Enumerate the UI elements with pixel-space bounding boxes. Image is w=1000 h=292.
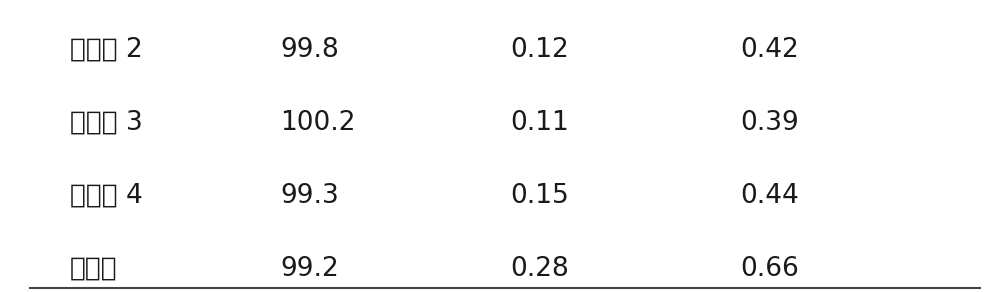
Text: 100.2: 100.2 — [280, 110, 356, 136]
Text: 99.8: 99.8 — [280, 36, 339, 63]
Text: 实施例 2: 实施例 2 — [70, 36, 143, 63]
Text: 0.15: 0.15 — [511, 182, 569, 209]
Text: 99.2: 99.2 — [280, 256, 339, 282]
Text: 0.28: 0.28 — [511, 256, 569, 282]
Text: 0.42: 0.42 — [741, 36, 799, 63]
Text: 0.39: 0.39 — [741, 110, 799, 136]
Text: 0.44: 0.44 — [741, 182, 799, 209]
Text: 0.11: 0.11 — [511, 110, 569, 136]
Text: 0.12: 0.12 — [511, 36, 569, 63]
Text: 实施例 3: 实施例 3 — [70, 110, 143, 136]
Text: 99.3: 99.3 — [280, 182, 339, 209]
Text: 对照组: 对照组 — [70, 256, 118, 282]
Text: 实施例 4: 实施例 4 — [70, 182, 143, 209]
Text: 0.66: 0.66 — [741, 256, 799, 282]
